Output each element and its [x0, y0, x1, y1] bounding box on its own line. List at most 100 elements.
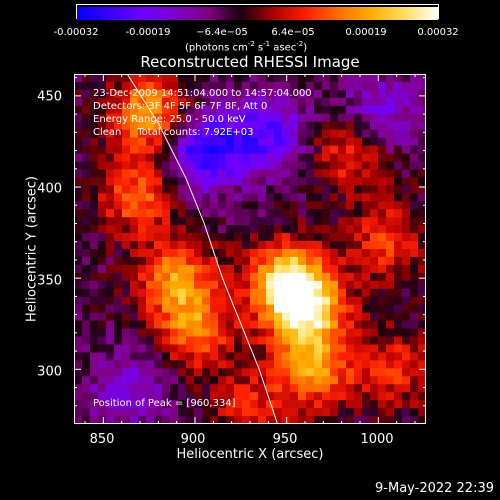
heatmap-cell: [130, 145, 139, 155]
heatmap-cell: [338, 408, 347, 417]
heatmap-cell: [250, 304, 259, 314]
heatmap-cell: [218, 280, 227, 290]
heatmap-cell: [114, 249, 123, 258]
heatmap-cell: [306, 416, 315, 424]
heatmap-cell: [74, 169, 83, 178]
heatmap-cell: [290, 384, 299, 393]
heatmap-cell: [418, 233, 426, 242]
heatmap-cell: [186, 137, 195, 147]
heatmap-cell: [202, 217, 211, 226]
heatmap-cell: [242, 312, 251, 322]
heatmap-cell: [386, 177, 395, 186]
heatmap-cell: [266, 169, 275, 178]
heatmap-cell: [346, 74, 355, 83]
heatmap-cell: [210, 280, 219, 290]
heatmap-cell: [210, 408, 219, 417]
heatmap-cell: [354, 217, 363, 226]
heatmap-cell: [330, 408, 339, 417]
heatmap-cell: [194, 241, 203, 250]
heatmap-cell: [330, 249, 339, 258]
heatmap-cell: [378, 193, 387, 202]
heatmap-cell: [210, 153, 219, 163]
heatmap-cell: [274, 105, 283, 115]
heatmap-cell: [122, 336, 131, 346]
heatmap-cell: [346, 193, 355, 202]
heatmap-cell: [386, 344, 395, 353]
heatmap-cell: [162, 129, 171, 139]
heatmap-cell: [178, 137, 187, 147]
heatmap-cell: [178, 217, 187, 226]
heatmap-cell: [138, 336, 147, 346]
heatmap-cell: [386, 408, 395, 417]
heatmap-cell: [234, 272, 243, 282]
heatmap-cell: [234, 320, 243, 330]
heatmap-cell: [226, 416, 235, 424]
heatmap-cell: [418, 97, 426, 107]
heatmap-cell: [242, 336, 251, 346]
heatmap-cell: [306, 408, 315, 417]
heatmap-cell: [370, 217, 379, 226]
heatmap-cell: [138, 145, 147, 155]
heatmap-cell: [258, 97, 267, 107]
heatmap-cell: [410, 233, 419, 242]
heatmap-cell: [346, 233, 355, 242]
heatmap-cell: [298, 384, 307, 393]
heatmap-cell: [210, 169, 219, 178]
heatmap-cell: [402, 177, 411, 186]
image-info-overlay: 23-Dec-2009 14:51:04.000 to 14:57:04.000…: [93, 87, 312, 139]
heatmap-cell: [386, 304, 395, 314]
heatmap-cell: [386, 97, 395, 107]
heatmap-cell: [314, 137, 323, 147]
heatmap-cell: [234, 145, 243, 155]
heatmap-cell: [370, 280, 379, 290]
heatmap-cell: [74, 105, 83, 115]
heatmap-cell: [106, 113, 115, 123]
heatmap-cell: [258, 201, 267, 210]
heatmap-cell: [242, 89, 251, 99]
heatmap-cell: [402, 288, 411, 298]
heatmap-cell: [258, 312, 267, 322]
y-tick-label: 450: [37, 89, 62, 105]
heatmap-cell: [386, 209, 395, 218]
heatmap-cell: [250, 296, 259, 306]
heatmap-cell: [322, 352, 331, 361]
heatmap-cell: [82, 368, 91, 377]
heatmap-cell: [266, 89, 275, 99]
heatmap-cell: [226, 74, 235, 83]
heatmap-cell: [106, 241, 115, 250]
heatmap-cell: [162, 312, 171, 322]
heatmap-cell: [378, 256, 387, 266]
heatmap-cell: [114, 169, 123, 178]
heatmap-cell: [274, 74, 283, 83]
peak-position-text: Position of Peak = [960,334]: [93, 398, 236, 409]
heatmap-cell: [394, 137, 403, 147]
heatmap-cell: [394, 384, 403, 393]
heatmap-cell: [114, 320, 123, 330]
heatmap-cell: [114, 193, 123, 202]
heatmap-cell: [82, 408, 91, 417]
heatmap-cell: [370, 233, 379, 242]
heatmap-cell: [234, 225, 243, 234]
heatmap-cell: [242, 177, 251, 186]
heatmap-cell: [258, 408, 267, 417]
heatmap-cell: [218, 113, 227, 123]
heatmap-cell: [74, 360, 83, 369]
heatmap-cell: [282, 360, 291, 369]
heatmap-cell: [298, 352, 307, 361]
heatmap-cell: [322, 344, 331, 353]
heatmap-cell: [218, 392, 227, 401]
heatmap-cell: [386, 161, 395, 171]
heatmap-cell: [306, 161, 315, 171]
heatmap-cell: [218, 304, 227, 314]
heatmap-cell: [266, 225, 275, 234]
heatmap-cell: [402, 97, 411, 107]
heatmap-cell: [290, 336, 299, 346]
heatmap-cell: [410, 344, 419, 353]
heatmap-cell: [122, 153, 131, 163]
heatmap-cell: [274, 233, 283, 242]
heatmap-cell: [410, 368, 419, 377]
heatmap-cell: [330, 304, 339, 314]
heatmap-cell: [82, 121, 91, 131]
heatmap-cell: [266, 320, 275, 330]
heatmap-cell: [194, 89, 203, 99]
